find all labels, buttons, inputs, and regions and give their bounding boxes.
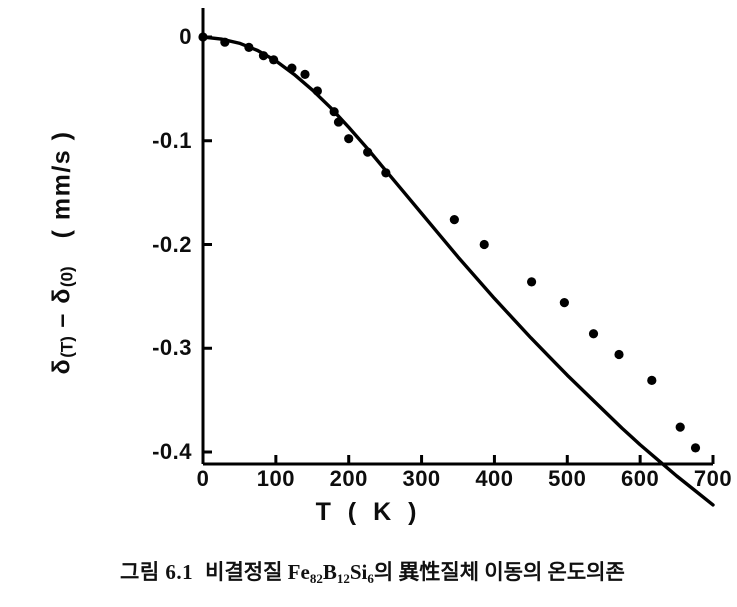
data-point (647, 375, 657, 386)
x-tick-label-2: 200 (329, 466, 368, 491)
data-point (198, 32, 208, 42)
caption-prefix: 비결정질 Fe (205, 560, 310, 584)
y-tick-label-3: -0.3 (152, 335, 192, 361)
x-tick-label-4: 400 (475, 466, 514, 491)
data-point (559, 298, 569, 308)
figure-caption: 그림 6.1 비결정질 Fe82B12Si6의 異性질체 이동의 온도의존 (120, 556, 737, 586)
x-axis-title: T ( K ) (315, 498, 422, 526)
chart-svg (198, 8, 715, 507)
data-point (269, 55, 279, 65)
caption-element-si: Si (349, 560, 368, 584)
data-point (344, 134, 354, 144)
data-point (258, 51, 269, 61)
y-axis-title: δ(T) – δ(0) ( mm/s ) (48, 23, 77, 483)
data-point (300, 69, 310, 79)
data-point (363, 147, 373, 157)
data-point (381, 168, 391, 178)
caption-element-b: B (322, 560, 337, 584)
fit-curve-path (201, 35, 715, 507)
data-point (675, 422, 685, 432)
y-tick-label-0: 0 (179, 24, 192, 49)
fit-curve (201, 35, 715, 507)
data-point (287, 63, 297, 73)
data-point (588, 329, 599, 339)
chart-axes (201, 8, 715, 466)
data-point (614, 349, 624, 360)
data-point (312, 86, 322, 96)
data-points (198, 32, 701, 453)
caption-subscript-fe: 82 (309, 571, 323, 586)
caption-number: 그림 6.1 (120, 560, 194, 584)
caption-suffix: 의 異性질체 이동의 온도의존 (373, 560, 625, 584)
x-tick-label-1: 100 (256, 466, 295, 491)
data-point (479, 239, 489, 250)
x-tick-label-5: 500 (548, 466, 587, 491)
data-point (333, 117, 344, 127)
x-tick-label-3: 300 (402, 466, 441, 491)
x-tick-label-0: 0 (196, 466, 210, 491)
chart-plot-area: 0 100 200 300 400 500 600 700 0 -0.1 -0.2 -0.3 -0.4… (48, 8, 733, 526)
y-tick-label-1: -0.1 (152, 127, 192, 153)
data-point (526, 277, 537, 287)
data-point (329, 107, 339, 117)
data-point (690, 443, 701, 453)
data-point (244, 42, 254, 52)
caption-subscript-si: 6 (367, 571, 374, 586)
y-tick-label-4: -0.4 (152, 439, 192, 464)
data-point (449, 215, 459, 225)
y-tick-label-2: -0.2 (152, 231, 192, 257)
x-tick-label-6: 600 (621, 466, 660, 491)
y-axis-title-text: δ(T) – δ(0) ( mm/s ) (47, 130, 77, 375)
caption-subscript-b: 12 (336, 571, 350, 586)
x-tick-label-7: 700 (693, 466, 733, 491)
caption-body: 비결정질 Fe82B12Si6의 異性질체 이동의 온도의존 (205, 560, 625, 586)
data-point (220, 37, 230, 47)
